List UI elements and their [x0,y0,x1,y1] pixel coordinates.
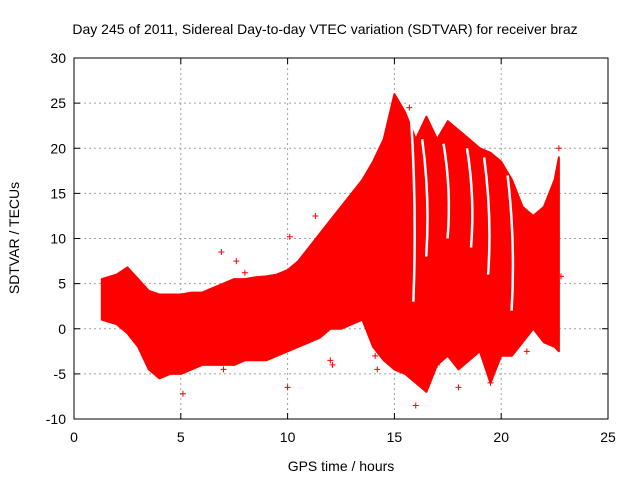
y-tick-label: 20 [50,140,66,156]
outlier-point [417,167,424,174]
outlier-point [233,258,240,265]
outlier-point [425,294,432,301]
chart-title: Day 245 of 2011, Sidereal Day-to-day VTE… [72,21,577,37]
outlier-point [523,348,530,355]
x-tick-label: 20 [493,429,509,445]
outlier-point [312,212,319,219]
outlier-point [286,233,293,240]
outlier-point [329,361,336,368]
outlier-point [218,249,225,256]
axis-ticks: 0 5 10 15 20 25 -10 -5 0 5 10 15 20 25 30 [46,50,616,445]
outlier-point [406,104,413,111]
x-tick-label: 5 [177,429,185,445]
outlier-point [412,402,419,409]
y-tick-label: -5 [54,366,67,382]
y-tick-label: 10 [50,231,66,247]
sdtvar-data-band [100,93,560,393]
y-axis-label: SDTVAR / TECUs [6,182,22,294]
band-gap-line [465,148,474,248]
x-tick-label: 10 [280,429,296,445]
outlier-markers [179,104,565,409]
band-gap-line [482,157,491,275]
y-tick-label: 0 [58,321,66,337]
x-tick-label: 0 [70,429,78,445]
outlier-point [393,332,400,339]
y-tick-label: -10 [46,411,66,427]
data-band-group [100,93,560,393]
outlier-point [487,379,494,386]
outlier-point [558,273,565,280]
outlier-point [284,384,291,391]
outlier-point [500,285,507,292]
outlier-point [455,384,462,391]
outlier-point [220,366,227,373]
y-tick-label: 25 [50,95,66,111]
y-tick-label: 15 [50,185,66,201]
outlier-point [327,357,334,364]
outlier-point [434,361,441,368]
x-tick-label: 25 [600,429,616,445]
outlier-point [555,145,562,152]
outlier-point [468,282,475,289]
outlier-point [241,269,248,276]
outlier-point [374,366,381,373]
x-axis-label: GPS time / hours [288,458,395,474]
x-tick-label: 15 [387,429,403,445]
outlier-point [372,352,379,359]
y-tick-label: 5 [58,276,66,292]
band-gap-line [506,175,515,311]
outlier-point [179,390,186,397]
y-tick-label: 30 [50,50,66,66]
outlier-point [352,282,359,289]
outlier-point [444,339,451,346]
band-gap-line [408,94,416,302]
band-gap-line [420,139,429,257]
band-gap-line [442,143,451,239]
